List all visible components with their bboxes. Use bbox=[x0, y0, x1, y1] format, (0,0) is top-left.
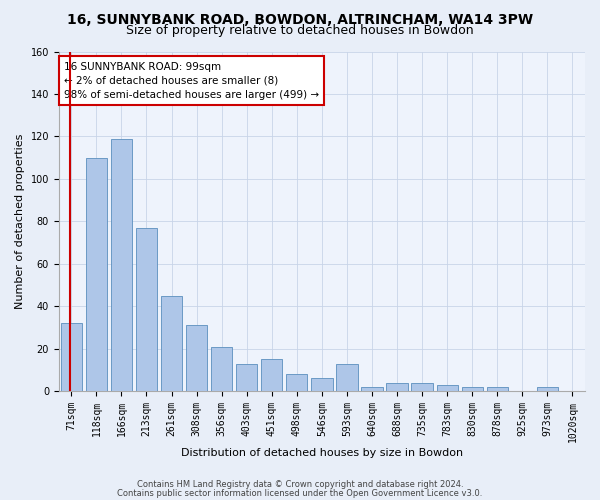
Bar bbox=[261, 360, 283, 391]
Text: 16, SUNNYBANK ROAD, BOWDON, ALTRINCHAM, WA14 3PW: 16, SUNNYBANK ROAD, BOWDON, ALTRINCHAM, … bbox=[67, 12, 533, 26]
Bar bbox=[461, 387, 483, 391]
Bar bbox=[487, 387, 508, 391]
Bar bbox=[186, 326, 207, 391]
Text: Size of property relative to detached houses in Bowdon: Size of property relative to detached ho… bbox=[126, 24, 474, 37]
Y-axis label: Number of detached properties: Number of detached properties bbox=[15, 134, 25, 309]
Text: 16 SUNNYBANK ROAD: 99sqm
← 2% of detached houses are smaller (8)
98% of semi-det: 16 SUNNYBANK ROAD: 99sqm ← 2% of detache… bbox=[64, 62, 319, 100]
Bar bbox=[111, 138, 132, 391]
Bar bbox=[412, 382, 433, 391]
Bar bbox=[136, 228, 157, 391]
Bar bbox=[61, 323, 82, 391]
Bar bbox=[537, 387, 558, 391]
Bar bbox=[336, 364, 358, 391]
Text: Contains public sector information licensed under the Open Government Licence v3: Contains public sector information licen… bbox=[118, 488, 482, 498]
Text: Contains HM Land Registry data © Crown copyright and database right 2024.: Contains HM Land Registry data © Crown c… bbox=[137, 480, 463, 489]
Bar bbox=[211, 346, 232, 391]
Bar bbox=[236, 364, 257, 391]
Bar bbox=[361, 387, 383, 391]
Bar bbox=[437, 384, 458, 391]
Bar bbox=[86, 158, 107, 391]
X-axis label: Distribution of detached houses by size in Bowdon: Distribution of detached houses by size … bbox=[181, 448, 463, 458]
Bar bbox=[386, 382, 408, 391]
Bar bbox=[311, 378, 332, 391]
Bar bbox=[161, 296, 182, 391]
Bar bbox=[286, 374, 307, 391]
